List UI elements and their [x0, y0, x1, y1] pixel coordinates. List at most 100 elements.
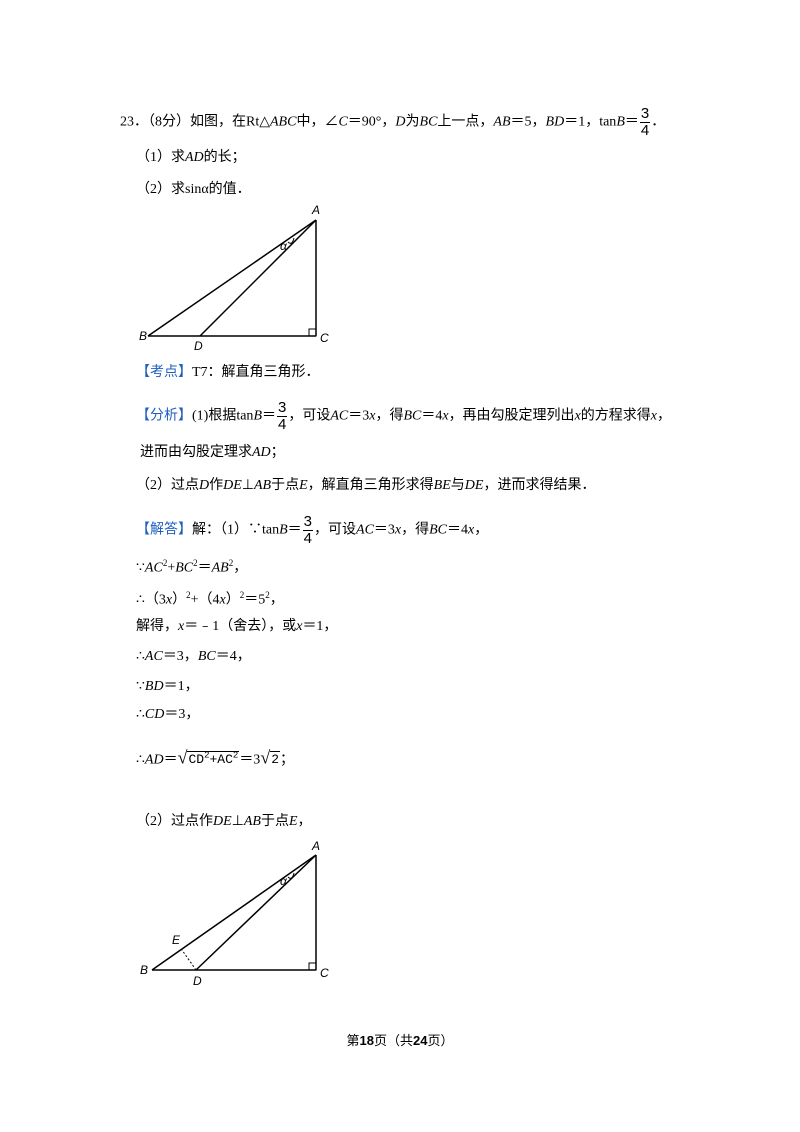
- text: (1)根据tan: [192, 408, 254, 424]
- text: 第: [346, 1033, 360, 1048]
- text: （2）过点作: [136, 814, 213, 829]
- text: AC: [356, 522, 374, 538]
- question-line: （2）求sinα的值．: [136, 180, 251, 200]
- text: B: [616, 114, 625, 130]
- text: ，: [233, 560, 248, 576]
- text: ＝3，: [162, 649, 198, 664]
- text: ＝3: [348, 408, 370, 424]
- text: AC: [144, 560, 163, 576]
- text: 进而由勾股定理求: [140, 445, 252, 460]
- text: ＝: [287, 522, 302, 538]
- text: （2）求sinα的值．: [136, 182, 251, 197]
- figure-1: [147, 219, 317, 337]
- text: 4: [640, 122, 650, 139]
- text: DE: [223, 478, 242, 493]
- text: ）: [225, 592, 240, 608]
- text: ＝3，: [164, 707, 200, 722]
- solution-line: 解得，x＝﹣1（舍去），或x＝1，: [136, 617, 337, 637]
- text: AD: [144, 752, 164, 768]
- text: BC: [419, 114, 438, 130]
- text: AB: [254, 478, 272, 493]
- text: BC: [429, 522, 448, 538]
- figure-2: [151, 854, 317, 971]
- text: 2: [239, 590, 245, 600]
- text: 与: [450, 478, 465, 493]
- text: ⊥: [231, 814, 244, 829]
- text: C: [338, 114, 348, 130]
- text: ，: [657, 408, 671, 424]
- text: ）: [172, 592, 187, 608]
- text: +（4: [190, 592, 220, 608]
- text: ＝3: [239, 752, 261, 768]
- text: 【分析】: [136, 408, 192, 424]
- text: BD: [545, 114, 565, 130]
- text: ，: [474, 522, 489, 538]
- text: ；: [280, 752, 295, 768]
- solution-line: ∵BD＝1，: [136, 677, 199, 697]
- solution-line: ∵AC2+BC2＝AB2，: [136, 553, 247, 579]
- text: ，: [297, 814, 312, 829]
- solution-line: 【分析】(1)根据tanB＝ 3 4 ，可设AC＝3x，得BC＝4x，再由勾股定理列出…: [136, 400, 671, 433]
- text: （2）过点: [136, 478, 199, 493]
- text: ＝: [163, 752, 178, 768]
- text: ＝4: [421, 408, 443, 424]
- text: ，解直角三角形求得: [307, 478, 434, 493]
- text: ∴: [136, 707, 145, 722]
- text: DE: [213, 814, 232, 829]
- text: ；: [270, 445, 285, 460]
- text: ＝3: [373, 522, 395, 538]
- text: AC: [330, 408, 349, 424]
- text: B: [279, 522, 288, 538]
- label: D: [193, 974, 202, 988]
- text: D: [199, 478, 210, 493]
- text: ，进而求得结果．: [483, 478, 596, 493]
- text: 解：（1）∵tan: [192, 522, 280, 538]
- text: +AC: [209, 752, 233, 768]
- text: 2: [228, 558, 234, 568]
- text: 3: [277, 399, 288, 417]
- text: 的长；: [203, 150, 246, 165]
- text: T7：解直角三角形．: [192, 365, 320, 380]
- text: 2: [270, 751, 281, 768]
- text: ＝4: [447, 522, 469, 538]
- text: BE: [433, 478, 451, 493]
- text: x: [296, 619, 303, 634]
- text: ＝: [197, 560, 212, 576]
- text: x: [219, 592, 226, 608]
- text: 4: [278, 416, 287, 433]
- label: B: [140, 963, 148, 977]
- label: α: [280, 239, 288, 253]
- text: ，再由勾股定理列出: [448, 408, 575, 424]
- text: BD: [144, 679, 164, 694]
- question-line: 23．（8分）如图，在Rt△ABC中，∠C＝90°，D为BC上一点，AB＝5，B…: [120, 106, 665, 139]
- text: E: [299, 478, 308, 493]
- text: AB: [243, 814, 261, 829]
- text: x: [165, 592, 173, 608]
- text: ，得: [375, 408, 404, 424]
- label: B: [139, 329, 147, 343]
- text: 的方程求得: [580, 408, 651, 424]
- text: 2: [186, 590, 191, 600]
- solution-line: 【解答】解：（1）∵tanB＝ 3 4 ，可设AC＝3x，得BC＝4x，: [136, 514, 488, 547]
- text: B: [253, 408, 262, 424]
- label: A: [311, 839, 320, 853]
- text: BC: [197, 649, 216, 664]
- text: 2: [204, 751, 210, 761]
- text: ∴: [136, 649, 145, 664]
- text: ABC: [270, 114, 297, 130]
- solution-line: ∴AD＝√CD2+AC2＝3√2；: [136, 747, 295, 768]
- text: ，得: [401, 522, 430, 538]
- text: x: [442, 408, 449, 424]
- text: CD: [188, 752, 205, 768]
- text: 于点: [271, 478, 300, 493]
- text: 24: [413, 1033, 428, 1048]
- text: 4: [303, 530, 313, 547]
- text: ∴: [136, 752, 145, 768]
- label: D: [194, 339, 203, 353]
- text: x: [468, 522, 475, 538]
- text: ＝1，: [302, 619, 338, 634]
- text: 作: [209, 478, 224, 493]
- label: E: [172, 933, 181, 947]
- text: 【考点】: [136, 365, 192, 380]
